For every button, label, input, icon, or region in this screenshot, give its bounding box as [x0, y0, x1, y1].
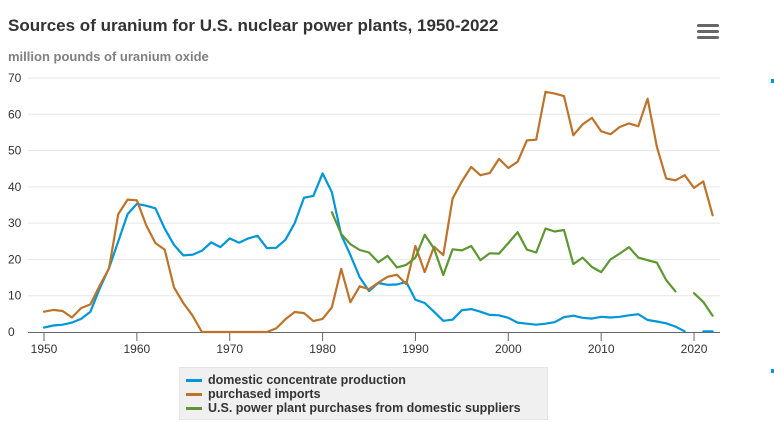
y-tick-label: 20	[8, 252, 22, 266]
legend-item-domestic-production[interactable]: domestic concentrate production	[186, 373, 547, 387]
chart-subtitle: million pounds of uranium oxide	[8, 49, 209, 64]
x-tick-label: 1970	[216, 342, 243, 356]
y-tick-label: 0	[8, 325, 15, 339]
x-tick-label: 1950	[31, 342, 58, 356]
series-line-0	[42, 172, 714, 333]
grid-lines	[28, 77, 720, 297]
x-axis: 1950 1960 1970 1980 1990 2000 2010 2020	[28, 332, 720, 356]
menu-bar	[697, 24, 719, 27]
legend-label: purchased imports	[208, 387, 321, 401]
y-tick-label: 60	[8, 107, 22, 121]
legend-item-domestic-purchases[interactable]: U.S. power plant purchases from domestic…	[186, 401, 547, 415]
y-tick-label: 30	[8, 216, 22, 230]
y-tick-label: 50	[8, 144, 22, 158]
scroll-indicator	[771, 369, 774, 373]
x-tick-label: 1980	[309, 342, 336, 356]
x-tick-label: 1960	[124, 342, 151, 356]
legend-item-purchased-imports[interactable]: purchased imports	[186, 387, 547, 401]
y-tick-label: 10	[8, 289, 22, 303]
series-lines	[42, 90, 714, 334]
x-tick-label: 2000	[495, 342, 522, 356]
x-tick-label: 2010	[588, 342, 615, 356]
y-tick-label: 70	[8, 71, 22, 85]
legend-swatch	[186, 406, 202, 410]
y-axis: 0 10 20 30 40 50 60 70	[8, 71, 22, 339]
series-line-2	[330, 211, 714, 317]
series-line-1	[42, 90, 714, 334]
hamburger-menu-icon[interactable]	[697, 24, 719, 42]
legend-swatch	[186, 392, 202, 396]
y-tick-label: 40	[8, 180, 22, 194]
legend: domestic concentrate production purchase…	[179, 367, 548, 420]
chart-title: Sources of uranium for U.S. nuclear powe…	[8, 16, 499, 35]
legend-label: domestic concentrate production	[208, 373, 406, 387]
x-tick-label: 2020	[681, 342, 708, 356]
menu-bar	[697, 36, 719, 39]
legend-label: U.S. power plant purchases from domestic…	[208, 401, 521, 415]
legend-swatch	[186, 378, 202, 382]
menu-bar	[697, 30, 719, 33]
x-tick-label: 1990	[402, 342, 429, 356]
scroll-indicator	[771, 79, 774, 83]
